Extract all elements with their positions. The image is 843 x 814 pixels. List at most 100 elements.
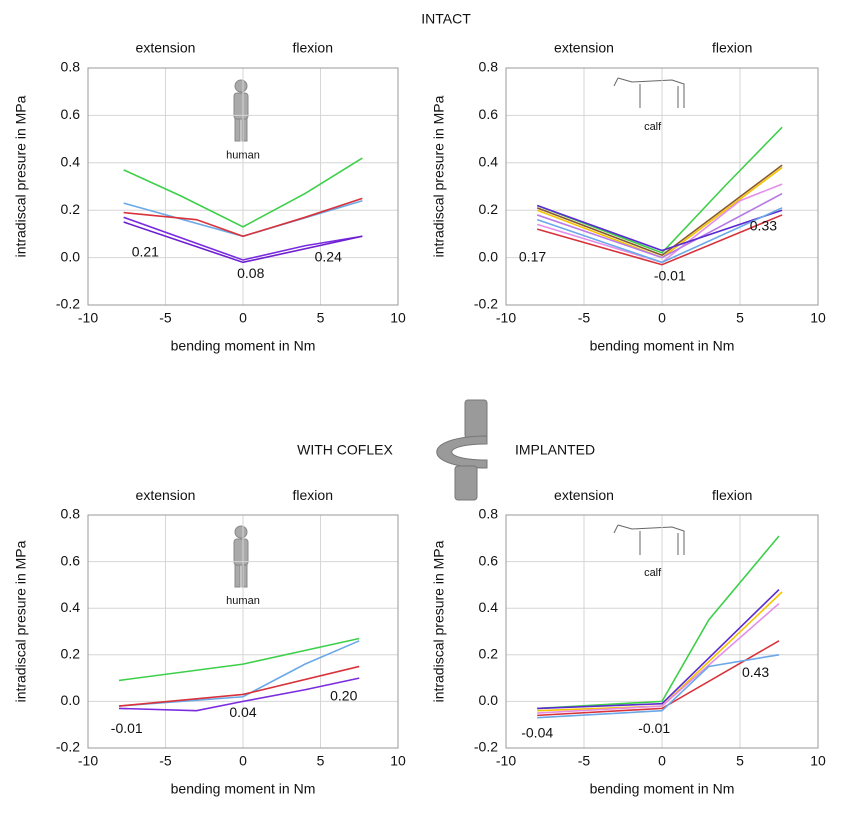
direction-label: flexion bbox=[712, 487, 752, 503]
section-title: WITH COFLEX bbox=[297, 442, 393, 458]
direction-label: extension bbox=[136, 40, 196, 56]
series-line bbox=[536, 207, 783, 264]
value-annotation: 0.04 bbox=[229, 704, 256, 720]
x-tick-label: 0 bbox=[239, 753, 247, 769]
direction-label: extension bbox=[554, 40, 614, 56]
specimen-label: human bbox=[226, 150, 260, 162]
x-tick-label: 5 bbox=[317, 310, 325, 326]
series-line bbox=[537, 588, 780, 710]
human-icon bbox=[233, 525, 249, 588]
value-annotation: 0.20 bbox=[330, 687, 357, 703]
section-title: INTACT bbox=[421, 11, 471, 27]
y-tick-label: 0.0 bbox=[61, 692, 81, 708]
x-tick-label: 0 bbox=[658, 310, 666, 326]
series-line bbox=[123, 216, 363, 261]
x-tick-label: -5 bbox=[578, 753, 591, 769]
series-line bbox=[536, 192, 783, 259]
specimen-label: human bbox=[226, 595, 260, 607]
x-tick-label: 5 bbox=[736, 310, 744, 326]
specimen-label: calf bbox=[644, 567, 662, 579]
value-annotation: 0.33 bbox=[750, 217, 777, 233]
calf-icon bbox=[613, 524, 685, 555]
y-axis-label: intradiscal presure in MPa bbox=[13, 95, 29, 257]
value-annotation: -0.01 bbox=[654, 267, 686, 283]
x-tick-label: 10 bbox=[810, 310, 826, 326]
coflex-icon bbox=[436, 399, 488, 501]
x-axis-label: bending moment in Nm bbox=[171, 338, 316, 354]
y-tick-label: 0.0 bbox=[479, 248, 499, 264]
value-annotation: -0.04 bbox=[521, 725, 553, 741]
y-tick-label: 0.4 bbox=[479, 154, 499, 170]
y-tick-label: 0.6 bbox=[479, 106, 499, 122]
series-line bbox=[536, 183, 783, 264]
x-axis-label: bending moment in Nm bbox=[590, 781, 735, 797]
series-line bbox=[118, 640, 360, 707]
series-line bbox=[123, 221, 363, 264]
specimen-label: calf bbox=[644, 121, 662, 133]
y-axis-label: intradiscal presure in MPa bbox=[13, 540, 29, 702]
series-line bbox=[537, 602, 780, 714]
x-tick-label: -5 bbox=[159, 753, 172, 769]
section-title: IMPLANTED bbox=[515, 442, 595, 458]
direction-label: extension bbox=[554, 487, 614, 503]
y-tick-label: 0.4 bbox=[479, 599, 499, 615]
x-axis-label: bending moment in Nm bbox=[171, 781, 316, 797]
value-annotation: 0.08 bbox=[237, 265, 264, 281]
x-tick-label: 10 bbox=[810, 753, 826, 769]
series-line bbox=[536, 204, 783, 252]
y-tick-label: -0.2 bbox=[474, 296, 498, 312]
human-icon bbox=[233, 79, 249, 142]
y-tick-label: -0.2 bbox=[56, 739, 80, 755]
series-line bbox=[537, 535, 780, 710]
y-tick-label: 0.8 bbox=[61, 506, 81, 522]
x-tick-label: 0 bbox=[239, 310, 247, 326]
value-annotation: 0.21 bbox=[132, 244, 159, 260]
series-line bbox=[537, 640, 780, 717]
y-tick-label: 0.2 bbox=[61, 201, 81, 217]
y-axis-label: intradiscal presure in MPa bbox=[431, 540, 447, 702]
series-line bbox=[536, 126, 783, 254]
series-line bbox=[536, 164, 783, 257]
direction-label: flexion bbox=[293, 40, 333, 56]
y-tick-label: -0.2 bbox=[474, 739, 498, 755]
value-annotation: -0.01 bbox=[638, 720, 670, 736]
y-tick-label: 0.6 bbox=[479, 552, 499, 568]
direction-label: flexion bbox=[293, 487, 333, 503]
direction-label: extension bbox=[136, 487, 196, 503]
direction-label: flexion bbox=[712, 40, 752, 56]
y-tick-label: 0.2 bbox=[479, 201, 499, 217]
y-tick-label: 0.4 bbox=[61, 599, 81, 615]
x-tick-label: -10 bbox=[496, 310, 516, 326]
x-tick-label: -10 bbox=[78, 310, 98, 326]
y-tick-label: 0.2 bbox=[61, 646, 81, 662]
x-tick-label: 5 bbox=[317, 753, 325, 769]
x-tick-label: 0 bbox=[658, 753, 666, 769]
value-annotation: 0.17 bbox=[519, 248, 546, 264]
x-tick-label: -5 bbox=[578, 310, 591, 326]
x-axis-label: bending moment in Nm bbox=[590, 338, 735, 354]
x-tick-label: 5 bbox=[736, 753, 744, 769]
series-line bbox=[123, 157, 363, 228]
series-line bbox=[118, 637, 360, 682]
plot-frame bbox=[87, 514, 399, 749]
y-tick-label: -0.2 bbox=[56, 296, 80, 312]
y-tick-label: 0.6 bbox=[61, 106, 81, 122]
series-line bbox=[118, 665, 360, 707]
y-tick-label: 0.2 bbox=[479, 646, 499, 662]
series-line bbox=[537, 654, 780, 719]
y-tick-label: 0.8 bbox=[61, 59, 81, 75]
plot-frame bbox=[505, 514, 819, 749]
y-tick-label: 0.8 bbox=[479, 506, 499, 522]
x-tick-label: -5 bbox=[159, 310, 172, 326]
value-annotation: -0.01 bbox=[111, 720, 143, 736]
x-tick-label: -10 bbox=[78, 753, 98, 769]
series-line bbox=[118, 677, 360, 712]
series-line bbox=[536, 214, 783, 266]
value-annotation: 0.24 bbox=[315, 248, 342, 264]
y-tick-label: 0.0 bbox=[61, 248, 81, 264]
series-line bbox=[123, 197, 363, 238]
value-annotation: 0.43 bbox=[742, 664, 769, 680]
x-tick-label: -10 bbox=[496, 753, 516, 769]
